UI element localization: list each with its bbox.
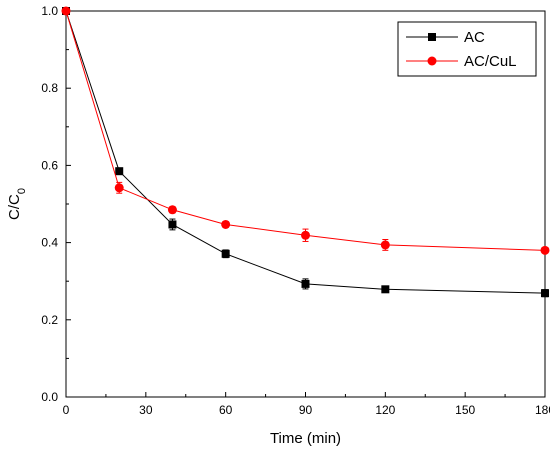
- data-point-ac: [115, 167, 124, 176]
- legend-marker: [428, 33, 436, 41]
- axis-ticks: 0 30 60 90 120 150 180 0.0 0.2 0.4 0.6 0.8 1.0: [41, 4, 550, 417]
- legend-item-ac: AC: [406, 29, 485, 46]
- x-tick-label: 120: [375, 403, 395, 417]
- data-point-ac-cul: [540, 245, 550, 255]
- legend-label: AC: [464, 29, 485, 46]
- y-tick-label: 0.2: [41, 313, 58, 327]
- data-point-ac: [381, 285, 390, 294]
- y-tick-label: 1.0: [41, 4, 58, 18]
- series-ac-cul: [61, 6, 550, 255]
- legend-item-ac-cul: AC/CuL: [406, 53, 517, 70]
- data-point-ac-cul: [167, 205, 177, 215]
- data-point-ac: [221, 249, 230, 258]
- x-tick-label: 90: [299, 403, 313, 417]
- x-tick-label: 150: [455, 403, 475, 417]
- data-point-ac-cul: [221, 219, 231, 229]
- data-point-ac-cul: [61, 6, 71, 16]
- data-point-ac: [168, 220, 177, 229]
- x-tick-label: 60: [219, 403, 233, 417]
- legend-marker: [427, 56, 437, 66]
- x-tick-label: 180: [535, 403, 550, 417]
- x-tick-label: 0: [63, 403, 70, 417]
- legend-box: [397, 21, 537, 77]
- y-axis-title-main: C/C: [6, 194, 23, 220]
- y-tick-label: 0.0: [41, 390, 58, 404]
- y-axis-title-subscript: 0: [16, 188, 28, 194]
- y-axis-title: C/C0: [6, 188, 28, 220]
- data-point-ac-cul: [301, 230, 310, 240]
- legend: AC AC/CuL: [397, 21, 537, 77]
- series-group: [61, 6, 550, 298]
- legend-label: AC/CuL: [464, 53, 517, 70]
- y-tick-label: 0.6: [41, 158, 58, 172]
- data-point-ac-cul: [380, 240, 390, 250]
- y-tick-label: 0.8: [41, 81, 58, 95]
- x-tick-label: 30: [139, 403, 153, 417]
- y-tick-label: 0.4: [41, 236, 58, 250]
- data-point-ac-cul: [114, 183, 124, 193]
- x-axis-title: Time (min): [270, 430, 341, 447]
- data-point-ac: [541, 289, 549, 298]
- data-point-ac: [301, 279, 310, 288]
